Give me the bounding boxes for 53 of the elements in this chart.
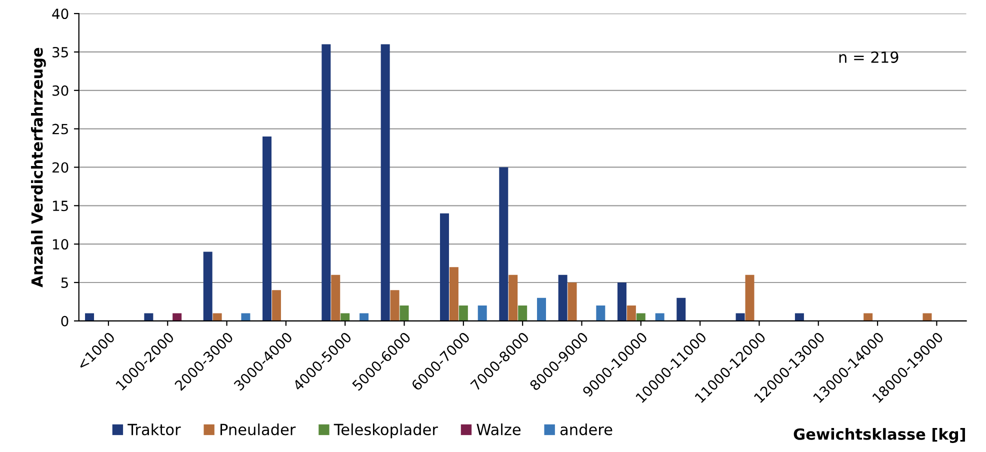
- bar: [458, 306, 468, 321]
- legend-label: andere: [560, 423, 612, 436]
- bar: [440, 213, 449, 321]
- bar: [617, 282, 626, 321]
- annotation: n = 219: [839, 51, 898, 63]
- y-tick-label: 35: [52, 46, 68, 58]
- bar: [676, 298, 686, 321]
- bar: [449, 267, 458, 321]
- bar: [360, 313, 369, 321]
- x-axis-title: Gewichtsklasse [kg]: [794, 428, 965, 443]
- bar: [568, 282, 577, 321]
- bar: [478, 306, 487, 321]
- bar: [499, 167, 508, 321]
- bar: [558, 274, 568, 321]
- legend-label: Walze: [476, 423, 521, 436]
- bar: [518, 306, 528, 321]
- bar: [736, 313, 745, 321]
- bar: [508, 274, 518, 321]
- legend-label: Teleskoplader: [334, 423, 438, 438]
- bar: [322, 44, 331, 321]
- y-tick-label: 40: [52, 8, 68, 20]
- bar: [380, 44, 390, 321]
- bar: [272, 290, 281, 321]
- bar: [331, 274, 340, 321]
- bar: [172, 313, 182, 321]
- bar: [241, 313, 250, 321]
- legend-label: Pneulader: [220, 423, 296, 436]
- y-tick-label: 10: [53, 239, 68, 250]
- y-tick-label: 30: [52, 85, 68, 96]
- bar: [390, 290, 400, 321]
- y-axis-title: Anzahl Verdichterfahrzeuge: [31, 48, 46, 288]
- y-tick-label: 5: [61, 278, 68, 288]
- bar: [864, 313, 873, 321]
- bar: [537, 298, 546, 321]
- bar: [655, 313, 664, 321]
- bar: [85, 313, 94, 321]
- bar: [922, 313, 932, 321]
- bar: [262, 136, 272, 321]
- bar: [212, 313, 222, 321]
- bar: [144, 313, 154, 321]
- y-tick-label: 0: [61, 316, 68, 326]
- y-tick-label: 25: [52, 124, 68, 134]
- legend-label: Traktor: [128, 423, 181, 436]
- bar: [626, 306, 636, 321]
- y-tick-label: 20: [52, 162, 68, 173]
- bar: [340, 313, 350, 321]
- bar: [794, 313, 804, 321]
- y-tick-label: 15: [53, 200, 68, 212]
- bar: [596, 306, 606, 321]
- bar: [636, 313, 646, 321]
- bar: [745, 274, 754, 321]
- bar: [400, 306, 409, 321]
- bar: [203, 252, 212, 321]
